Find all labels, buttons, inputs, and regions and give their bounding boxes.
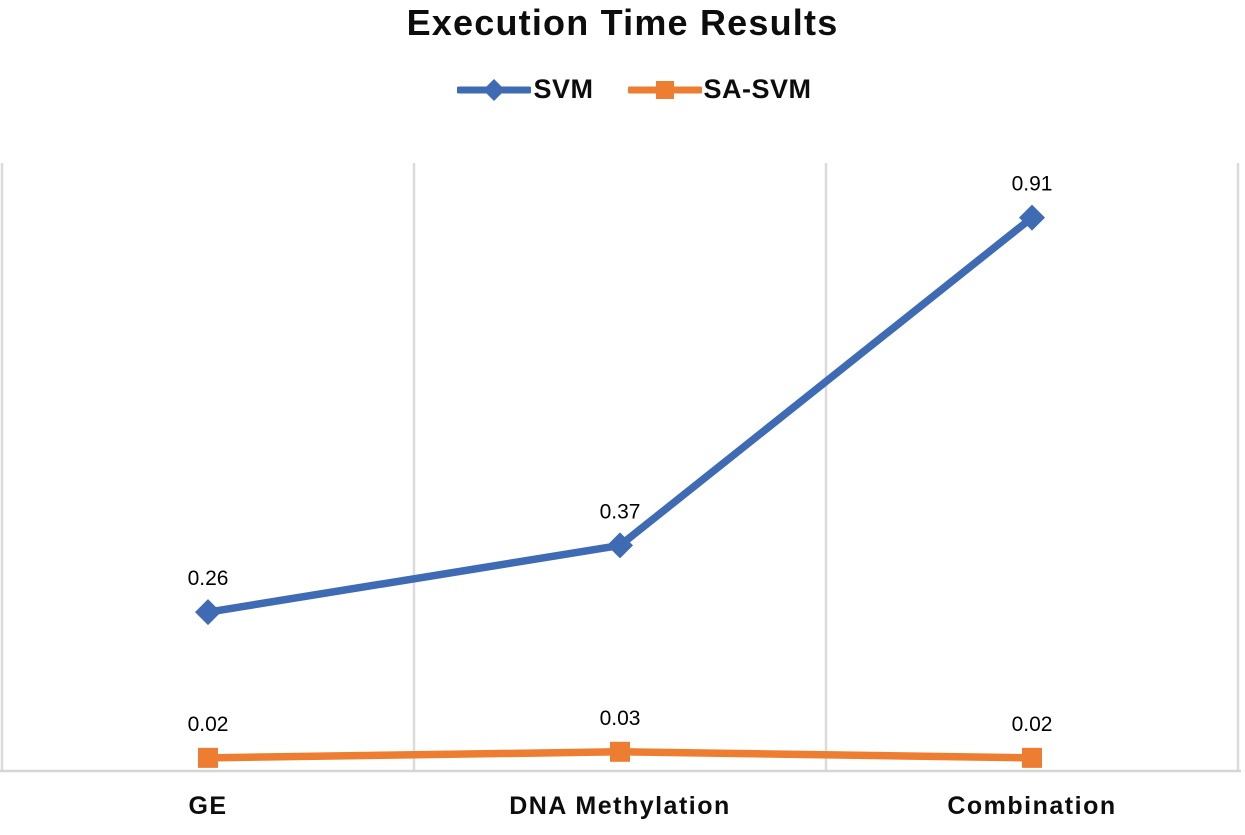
data-label-sa-svm: 0.03: [600, 707, 641, 730]
legend-item-sa-svm: SA-SVM: [627, 74, 812, 105]
chart-title: Execution Time Results: [406, 2, 839, 43]
data-label-svm: 0.26: [188, 567, 229, 590]
data-label-sa-svm: 0.02: [188, 713, 229, 736]
x-axis-label-ge: GE: [188, 792, 227, 820]
data-label-svm: 0.91: [1012, 173, 1053, 196]
data-label-svm: 0.37: [600, 500, 641, 523]
legend-label-sa-svm: SA-SVM: [703, 74, 812, 104]
legend-square-marker-icon: [627, 80, 702, 99]
marker-diamond-svm: [1019, 204, 1045, 231]
marker-diamond-svm: [607, 532, 633, 559]
legend-diamond-marker-icon: [457, 78, 532, 101]
data-label-sa-svm: 0.02: [1012, 713, 1053, 736]
x-axis-label-dna-methylation: DNA Methylation: [509, 792, 731, 820]
marker-square-sa-svm: [1022, 747, 1042, 768]
legend-label-svm: SVM: [533, 74, 594, 104]
marker-square-sa-svm: [198, 747, 218, 768]
x-axis-label-combination: Combination: [947, 792, 1116, 820]
chart-legend: SVM SA-SVM: [12, 74, 1245, 105]
marker-square-sa-svm: [610, 741, 630, 762]
legend-item-svm: SVM: [457, 74, 593, 105]
marker-diamond-svm: [195, 599, 221, 626]
